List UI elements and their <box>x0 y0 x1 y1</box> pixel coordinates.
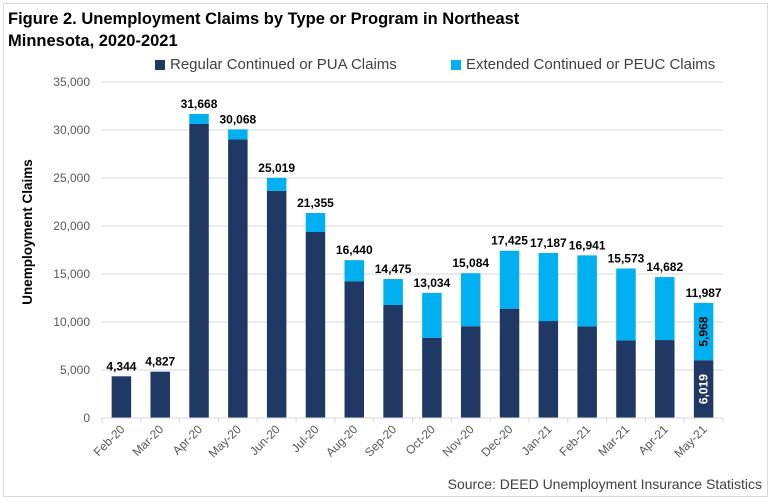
bar-extended <box>499 250 520 309</box>
x-tick-label: Sep-20 <box>362 422 399 459</box>
bar-regular <box>383 305 403 418</box>
x-tick-label: Jan-21 <box>519 422 555 458</box>
x-tick-label: Oct-20 <box>403 422 439 458</box>
x-tick-label: Mar-21 <box>595 422 632 459</box>
bar-regular <box>111 376 132 418</box>
y-axis-ticks: 0 5,000 10,000 15,000 20,000 25,000 30,000 35,0… <box>53 75 90 425</box>
x-tick-label: May-20 <box>206 422 244 460</box>
total-label: 15,573 <box>608 251 645 265</box>
x-tick-label: Feb-20 <box>91 422 128 459</box>
x-tick-label: Apr-21 <box>636 422 672 458</box>
bar-extended <box>383 279 403 306</box>
total-label: 15,084 <box>452 256 489 270</box>
y-tick-label: 10,000 <box>53 315 90 329</box>
legend-item-extended: Extended Continued or PEUC Claims <box>451 56 715 73</box>
total-label: 30,068 <box>219 112 256 126</box>
x-tick-label: Nov-20 <box>440 422 477 459</box>
y-tick-label: 25,000 <box>53 171 90 185</box>
legend-label-regular: Regular Continued or PUA Claims <box>170 56 397 73</box>
x-tick-label: Aug-20 <box>323 422 360 459</box>
total-label: 17,425 <box>491 234 528 248</box>
bar-regular <box>189 123 209 419</box>
bar-regular <box>305 232 326 418</box>
bar-regular <box>150 371 170 418</box>
x-tick-label: May-21 <box>672 422 710 460</box>
bar-extended <box>189 113 209 124</box>
total-label: 14,682 <box>646 260 683 274</box>
total-label: 11,987 <box>686 286 722 300</box>
bars <box>111 113 714 419</box>
legend-item-regular: Regular Continued or PUA Claims <box>155 56 397 73</box>
total-label: 13,034 <box>414 276 451 290</box>
bar-regular <box>693 360 714 418</box>
bar-extended <box>655 277 675 341</box>
legend-label-extended: Extended Continued or PEUC Claims <box>466 56 716 73</box>
x-tick-label: Jun-20 <box>247 422 283 458</box>
y-axis-label: Unemployment Claims <box>20 159 35 305</box>
chart-title-line-2: Minnesota, 2020-2021 <box>8 32 178 50</box>
bar-regular <box>616 340 636 418</box>
bar-extended <box>228 129 248 140</box>
bar-extended <box>305 212 326 232</box>
total-label: 25,019 <box>258 161 295 175</box>
bar-regular <box>422 337 442 418</box>
x-axis: Feb-20 Mar-20 Apr-20 May-20 Jun-20 Jul-20 Aug-… <box>91 417 724 460</box>
chart-source: Source: DEED Unemployment Insurance Stat… <box>447 476 762 492</box>
segment-label-regular: 6,019 <box>697 374 711 404</box>
bar-regular <box>344 281 365 418</box>
y-tick-label: 15,000 <box>53 267 90 281</box>
y-tick-label: 5,000 <box>60 363 90 377</box>
chart-legend: Regular Continued or PUA Claims Extended… <box>0 56 774 76</box>
bar-regular <box>577 326 597 418</box>
bar-regular <box>538 321 559 418</box>
x-tick-label: Dec-20 <box>478 422 515 459</box>
total-label: 31,668 <box>181 97 218 111</box>
bar-regular <box>655 340 675 418</box>
bar-regular <box>266 190 287 418</box>
bar-extended <box>422 292 442 338</box>
segment-label-extended: 5,968 <box>697 316 711 346</box>
chart-title: Figure 2. Unemployment Claims by Type or… <box>8 8 568 52</box>
total-label: 16,941 <box>569 238 606 252</box>
x-tick-label: Mar-20 <box>130 422 167 459</box>
bar-extended <box>693 302 714 361</box>
y-tick-label: 30,000 <box>53 123 90 137</box>
chart-title-line-1: Figure 2. Unemployment Claims by Type or… <box>8 10 520 28</box>
total-label: 14,475 <box>375 262 412 276</box>
total-label: 17,187 <box>530 236 567 250</box>
x-tick-label: Apr-20 <box>170 422 206 458</box>
total-label: 16,440 <box>336 243 373 257</box>
legend-swatch-extended <box>451 59 461 70</box>
x-tick-label: Jul-20 <box>289 422 322 455</box>
bar-extended <box>616 268 636 341</box>
bar-extended <box>460 273 481 327</box>
bar-regular <box>460 326 481 418</box>
total-label: 4,344 <box>106 359 136 373</box>
bar-regular <box>499 308 520 418</box>
y-tick-label: 35,000 <box>53 75 90 89</box>
y-tick-label: 20,000 <box>53 219 90 233</box>
total-label: 21,355 <box>297 196 334 210</box>
legend-swatch-regular <box>155 59 165 70</box>
bar-extended <box>266 177 287 191</box>
bar-extended <box>538 253 559 322</box>
bar-regular <box>228 139 248 418</box>
total-label: 4,827 <box>145 355 175 369</box>
bar-extended <box>344 260 365 282</box>
bar-extended <box>577 255 597 327</box>
x-tick-label: Feb-21 <box>556 422 593 459</box>
y-tick-label: 0 <box>83 411 90 425</box>
chart-frame <box>3 3 768 497</box>
